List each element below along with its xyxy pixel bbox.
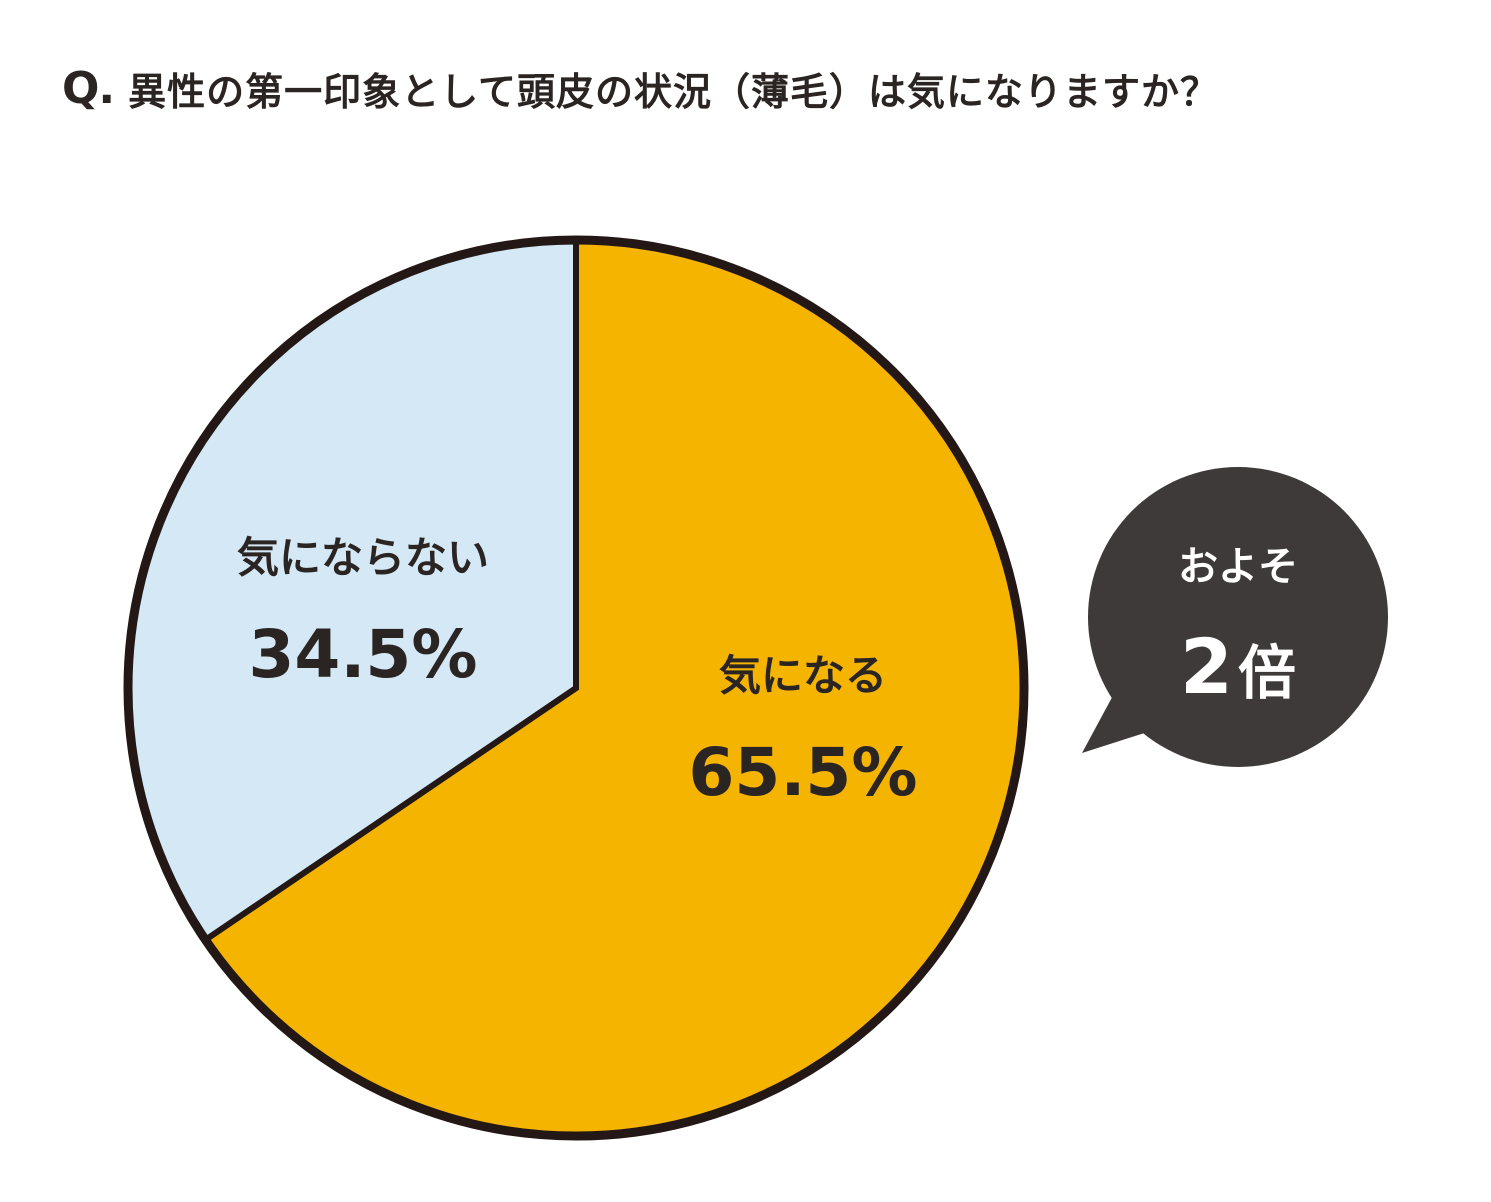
slice-value-2: 34.5%: [249, 616, 478, 693]
pie-outline: [123, 235, 1029, 1141]
callout-line1: およそ: [1178, 544, 1298, 590]
callout-bubble-tail: [1082, 690, 1160, 753]
callout-bubble-circle: [1088, 467, 1388, 767]
callout-bubble: およそ 2 倍: [1082, 467, 1388, 767]
slice-label-1: 気になる: [719, 651, 887, 700]
question-mark-label: Q.: [62, 62, 115, 114]
callout-line2: 2 倍: [1180, 622, 1296, 711]
question-text: 異性の第一印象として頭皮の状況（薄毛）は気になりますか？: [128, 69, 1219, 114]
slice-label-2: 気にならない: [237, 533, 489, 582]
callout-unit: 倍: [1238, 639, 1296, 707]
slice-value-1: 65.5%: [689, 734, 918, 811]
pie-labels: 気になる 65.5% 気にならない 34.5%: [237, 533, 918, 811]
callout-number: 2: [1180, 622, 1233, 711]
question-header: Q. 異性の第一印象として頭皮の状況（薄毛）は気になりますか？: [62, 58, 1219, 118]
